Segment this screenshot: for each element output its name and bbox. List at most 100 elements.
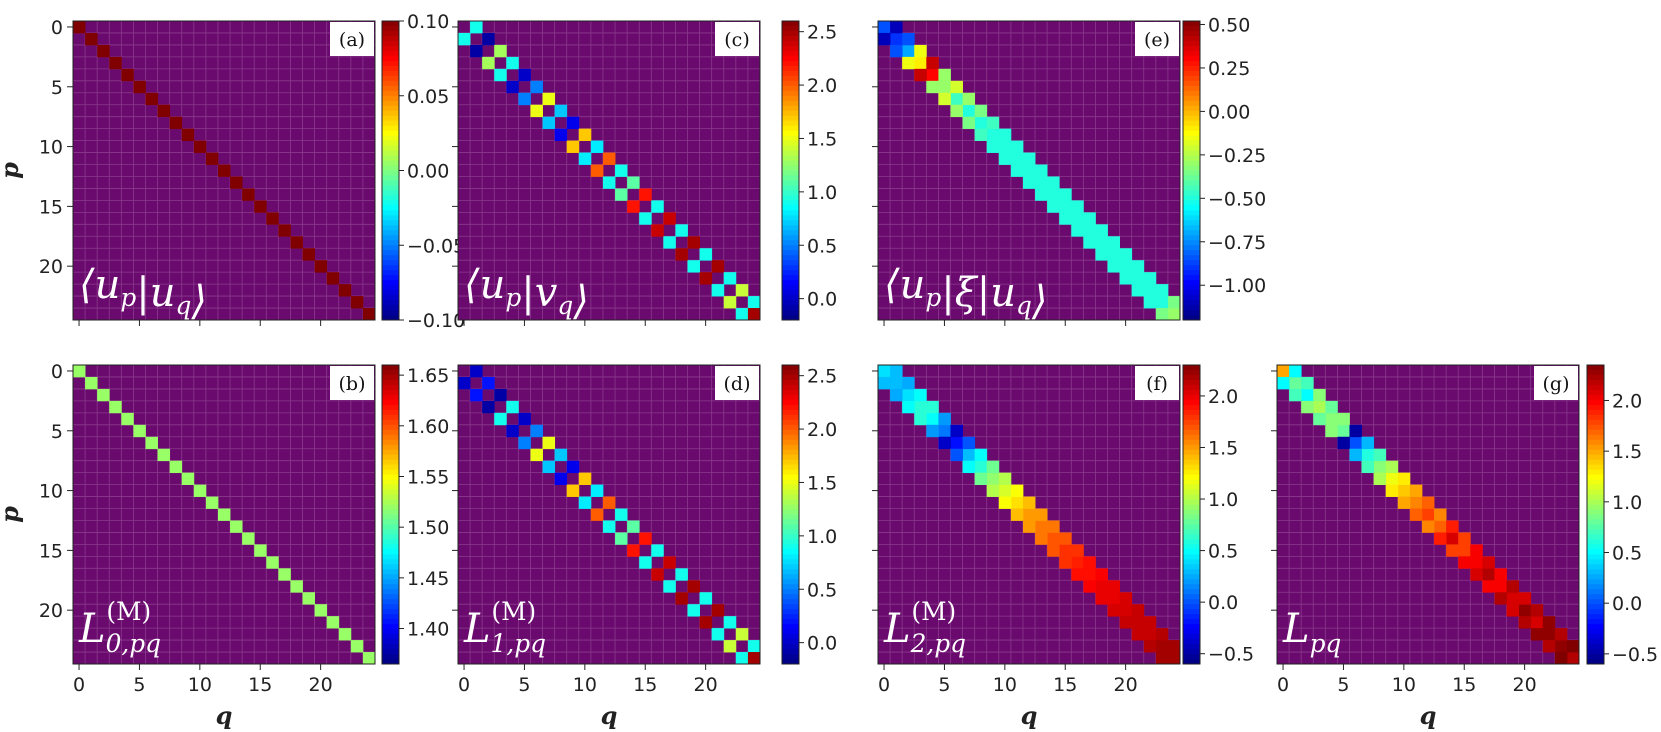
colorbar-segment <box>782 95 799 102</box>
colorbar-g: 2.0 1.5 1.0 0.5 0.0 −0.5 <box>1586 364 1658 666</box>
colorbar-segment <box>782 459 799 466</box>
colorbar-segment <box>1587 504 1604 511</box>
heatmap-cell <box>687 236 700 249</box>
heatmap-cell <box>1155 284 1169 297</box>
heatmap-cell <box>902 376 915 390</box>
heatmap-cell <box>1095 592 1108 605</box>
heatmap-cell <box>470 21 483 34</box>
colorbar-segment <box>1183 404 1200 411</box>
colorbar-segment <box>1183 599 1200 605</box>
heatmap-cell <box>254 544 267 557</box>
colorbar-segment <box>782 110 799 117</box>
colorbar-segment <box>1183 285 1200 291</box>
colorbar-segment <box>782 65 799 72</box>
heatmap-cell <box>133 424 146 438</box>
heatmap-cell <box>1313 400 1326 414</box>
heatmap-cell <box>602 152 616 165</box>
colorbar-segment <box>1183 21 1200 27</box>
heatmap-cell <box>1458 556 1471 569</box>
heatmap-cell <box>890 388 903 402</box>
panel-letter-box <box>1135 22 1179 56</box>
heatmap-cell <box>938 68 951 82</box>
colorbar-segment <box>382 150 399 157</box>
colorbar-segment <box>1587 609 1604 615</box>
heatmap-cell <box>1542 628 1556 641</box>
heatmap-cell <box>326 272 340 285</box>
colorbar-segment <box>782 130 799 137</box>
colorbar-segment <box>1183 365 1200 371</box>
heatmap-cell <box>1059 532 1072 545</box>
colorbar-segment <box>382 120 399 127</box>
colorbar-segment <box>782 499 799 506</box>
heatmap-cell <box>699 272 713 285</box>
colorbar-segment <box>1183 305 1200 311</box>
heatmap-cell <box>986 116 1000 130</box>
colorbar-segment <box>1183 604 1200 610</box>
colorbar-segment <box>782 55 799 62</box>
colorbar-segment <box>1183 584 1200 590</box>
colorbar-segment <box>382 579 399 585</box>
heatmap-cell <box>962 448 976 462</box>
colorbar-segment <box>382 305 399 311</box>
colorbar-segment <box>1183 394 1200 401</box>
colorbar-segment <box>782 449 799 456</box>
colorbar-segment <box>782 135 799 142</box>
colorbar-segment <box>782 424 799 431</box>
heatmap-cell <box>1397 472 1411 485</box>
colorbar-segment <box>782 145 799 152</box>
colorbar-segment <box>782 260 799 266</box>
panel-letter-box <box>330 22 374 56</box>
heatmap-cell <box>530 424 543 438</box>
heatmap-cell <box>1506 604 1519 617</box>
heatmap-cell <box>627 200 640 213</box>
colorbar-segment <box>382 454 399 461</box>
colorbar-segment <box>782 40 799 47</box>
colorbar-segment <box>1587 454 1604 461</box>
heatmap-cell <box>950 448 963 462</box>
colorbar-segment <box>382 529 399 535</box>
panel-letter-box <box>1534 366 1578 400</box>
heatmap-cell <box>914 68 927 82</box>
colorbar-frame <box>1182 20 1201 321</box>
colorbar-segment <box>1183 639 1200 645</box>
colorbar-segment <box>1183 35 1200 42</box>
x-tick-label: 0 <box>73 674 85 696</box>
heatmap-cell <box>998 496 1012 509</box>
colorbar-segment <box>782 140 799 147</box>
heatmap-cell <box>290 580 303 593</box>
heatmap-cell <box>1119 604 1133 617</box>
heatmap-cell <box>711 260 725 273</box>
heatmap-cell <box>926 68 939 82</box>
colorbar-segment <box>782 310 799 316</box>
colorbar-segment <box>1183 529 1200 535</box>
heatmap-cell <box>1131 284 1145 297</box>
colorbar-segment <box>1587 474 1604 481</box>
colorbar-segment <box>382 549 399 555</box>
colorbar-segment <box>1587 529 1604 535</box>
heatmap-cell <box>121 412 134 426</box>
heatmap-cell <box>1155 628 1169 641</box>
colorbar-tick-label: −0.05 <box>407 235 465 257</box>
colorbar-segment <box>782 275 799 281</box>
heatmap-cell <box>542 116 556 130</box>
colorbar-tick-label: 1.5 <box>1612 441 1642 463</box>
colorbar-segment <box>782 245 799 251</box>
colorbar-segment <box>1183 210 1200 216</box>
colorbar-segment <box>782 619 799 625</box>
colorbar-tick-label: 2.5 <box>807 22 837 44</box>
colorbar-segment <box>1587 599 1604 605</box>
colorbar-segment <box>782 529 799 535</box>
colorbar-segment <box>782 469 799 476</box>
colorbar-segment <box>382 509 399 515</box>
heatmap-cell <box>157 104 171 118</box>
colorbar-segment <box>1183 215 1200 221</box>
colorbar-tick-label: 1.60 <box>407 416 449 438</box>
colorbar-segment <box>382 230 399 236</box>
colorbar-e: 0.50 0.25 0.00 −0.25 −0.50 −0.75 −1.00 <box>1182 14 1266 321</box>
heatmap-cell <box>675 592 688 605</box>
colorbar-segment <box>782 399 799 406</box>
panel-letter-box <box>1135 366 1179 400</box>
colorbar-segment <box>1183 589 1200 595</box>
colorbar-segment <box>382 310 399 316</box>
colorbar-segment <box>1587 629 1604 635</box>
